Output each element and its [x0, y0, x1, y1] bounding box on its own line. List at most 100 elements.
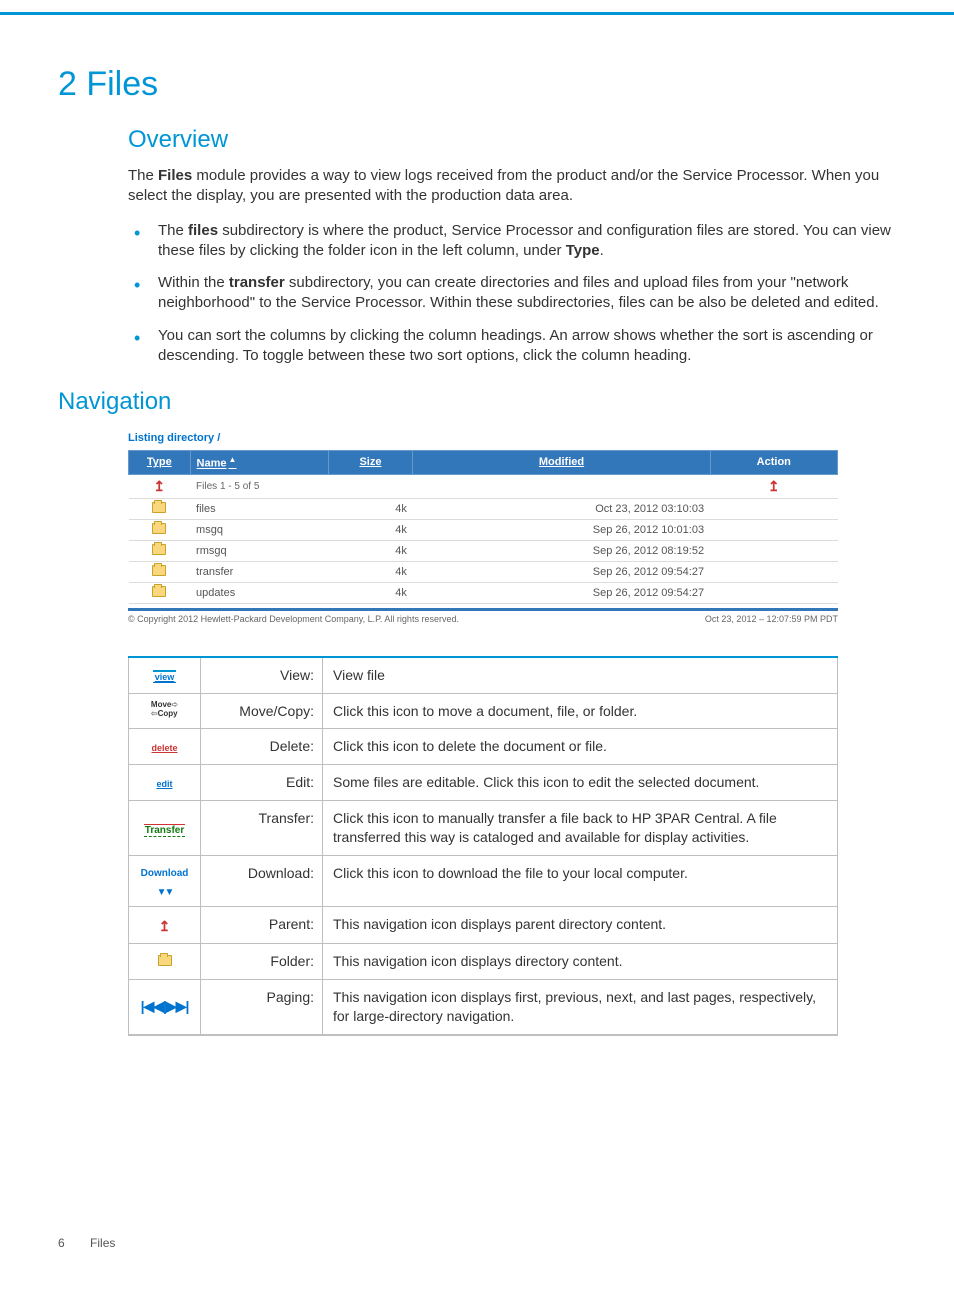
parent-dir-icon[interactable] — [768, 483, 780, 494]
text: The — [158, 222, 188, 239]
legend-desc: Click this icon to move a document, file… — [323, 693, 838, 729]
legend-desc: This navigation icon displays first, pre… — [323, 979, 838, 1034]
folder-icon[interactable] — [152, 565, 166, 576]
bold-text: Type — [566, 242, 600, 259]
legend-row-movecopy: Move Copy Move/Copy: Click this icon to … — [129, 693, 838, 729]
legend-desc: Click this icon to delete the document o… — [323, 729, 838, 765]
file-size: 4k — [328, 519, 413, 540]
legend-desc: This navigation icon displays directory … — [323, 944, 838, 980]
col-header-type[interactable]: Type — [129, 451, 191, 475]
legend-desc: This navigation icon displays parent dir… — [323, 906, 838, 943]
overview-intro: The Files module provides a way to view … — [128, 166, 894, 207]
col-header-name[interactable]: Name▲ — [190, 451, 328, 475]
file-modified: Oct 23, 2012 03:10:03 — [413, 498, 710, 519]
text: . — [600, 242, 604, 259]
col-header-modified[interactable]: Modified — [413, 451, 710, 475]
folder-icon[interactable] — [152, 523, 166, 534]
col-header-action: Action — [710, 451, 837, 475]
list-item: You can sort the columns by clicking the… — [128, 326, 894, 367]
table-row: msgq 4k Sep 26, 2012 10:01:03 — [129, 519, 838, 540]
table-row: updates 4k Sep 26, 2012 09:54:27 — [129, 582, 838, 603]
file-modified: Sep 26, 2012 10:01:03 — [413, 519, 710, 540]
legend-label: Paging: — [201, 979, 323, 1034]
download-icon: Download — [141, 868, 189, 879]
view-icon: view — [153, 670, 177, 683]
copyright-text: © Copyright 2012 Hewlett-Packard Develop… — [128, 614, 459, 624]
col-header-size[interactable]: Size — [328, 451, 413, 475]
text: Name — [197, 458, 227, 470]
folder-icon[interactable] — [152, 502, 166, 513]
overview-bullets: The files subdirectory is where the prod… — [128, 221, 894, 367]
table-row: files 4k Oct 23, 2012 03:10:03 — [129, 498, 838, 519]
document-page: 2 Files Overview The Files module provid… — [0, 12, 954, 1290]
table-row: transfer 4k Sep 26, 2012 09:54:27 — [129, 561, 838, 582]
sort-ascending-icon: ▲ — [229, 455, 237, 464]
legend-label: Delete: — [201, 729, 323, 765]
folder-name[interactable]: files — [190, 498, 328, 519]
folder-icon[interactable] — [152, 586, 166, 597]
navigation-heading: Navigation — [58, 388, 894, 416]
legend-label: View: — [201, 657, 323, 693]
legend-row-folder: Folder: This navigation icon displays di… — [129, 944, 838, 980]
directory-listing-screenshot: Listing directory / Type Name▲ Size Modi… — [128, 432, 838, 624]
listing-directory-title: Listing directory / — [128, 432, 838, 444]
folder-icon — [158, 955, 172, 966]
table-bottom-border — [128, 608, 838, 611]
text: Within the — [158, 274, 229, 291]
legend-row-paging: |◀◀|▶▶| Paging: This navigation icon dis… — [129, 979, 838, 1034]
text: Copy — [151, 709, 178, 718]
listing-footer: © Copyright 2012 Hewlett-Packard Develop… — [128, 614, 838, 624]
legend-label: Parent: — [201, 906, 323, 943]
delete-icon: delete — [151, 743, 177, 753]
legend-row-download: Download ▼▼ Download: Click this icon to… — [129, 856, 838, 907]
parent-dir-icon — [159, 915, 171, 935]
table-row: rmsgq 4k Sep 26, 2012 08:19:52 — [129, 540, 838, 561]
file-modified: Sep 26, 2012 09:54:27 — [413, 582, 710, 603]
directory-table: Type Name▲ Size Modified Action Files 1 … — [128, 450, 838, 604]
folder-icon[interactable] — [152, 544, 166, 555]
legend-desc: Click this icon to manually transfer a f… — [323, 801, 838, 856]
page-footer-label: Files — [90, 1236, 115, 1250]
legend-desc: View file — [323, 657, 838, 693]
legend-row-edit: edit Edit: Some files are editable. Clic… — [129, 765, 838, 801]
parent-dir-icon[interactable] — [153, 483, 165, 494]
page-footer: 6 Files — [58, 1236, 894, 1250]
file-range-text: Files 1 - 5 of 5 — [190, 474, 328, 498]
text: The — [128, 167, 158, 184]
paging-icon: |◀◀|▶▶| — [141, 998, 189, 1014]
bold-text: files — [188, 222, 218, 239]
move-copy-icon: Move Copy — [151, 701, 178, 719]
file-size: 4k — [328, 498, 413, 519]
bold-text: transfer — [229, 274, 285, 291]
text: You can sort the columns by clicking the… — [158, 327, 873, 364]
legend-table: view View: View file Move Copy Move/Copy… — [128, 656, 838, 1036]
file-size: 4k — [328, 561, 413, 582]
legend-label: Folder: — [201, 944, 323, 980]
list-item: Within the transfer subdirectory, you ca… — [128, 273, 894, 314]
legend-row-parent: Parent: This navigation icon displays pa… — [129, 906, 838, 943]
folder-name[interactable]: transfer — [190, 561, 328, 582]
file-modified: Sep 26, 2012 08:19:52 — [413, 540, 710, 561]
text: Move — [151, 700, 178, 709]
table-meta-row: Files 1 - 5 of 5 — [129, 474, 838, 498]
legend-row-view: view View: View file — [129, 657, 838, 693]
legend-row-transfer: Transfer Transfer: Click this icon to ma… — [129, 801, 838, 856]
download-arrows-icon: ▼▼ — [157, 887, 173, 898]
folder-name[interactable]: rmsgq — [190, 540, 328, 561]
list-item: The files subdirectory is where the prod… — [128, 221, 894, 262]
legend-row-delete: delete Delete: Click this icon to delete… — [129, 729, 838, 765]
overview-heading: Overview — [128, 126, 894, 154]
legend-label: Download: — [201, 856, 323, 907]
legend-desc: Click this icon to download the file to … — [323, 856, 838, 907]
edit-icon: edit — [156, 779, 172, 789]
legend-desc: Some files are editable. Click this icon… — [323, 765, 838, 801]
file-size: 4k — [328, 582, 413, 603]
file-size: 4k — [328, 540, 413, 561]
folder-name[interactable]: msgq — [190, 519, 328, 540]
file-modified: Sep 26, 2012 09:54:27 — [413, 561, 710, 582]
legend-label: Move/Copy: — [201, 693, 323, 729]
chapter-title: 2 Files — [58, 65, 894, 104]
bold-text: Files — [158, 167, 192, 184]
folder-name[interactable]: updates — [190, 582, 328, 603]
timestamp-text: Oct 23, 2012 – 12:07:59 PM PDT — [705, 614, 838, 624]
